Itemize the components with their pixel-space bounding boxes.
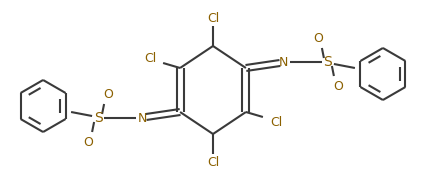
Text: S: S bbox=[94, 111, 102, 125]
Text: Cl: Cl bbox=[207, 12, 219, 24]
Text: O: O bbox=[83, 136, 93, 148]
Text: N: N bbox=[279, 55, 288, 69]
Text: Cl: Cl bbox=[144, 51, 156, 64]
Text: Cl: Cl bbox=[270, 116, 282, 129]
Text: O: O bbox=[313, 31, 323, 44]
Text: Cl: Cl bbox=[207, 156, 219, 168]
Text: N: N bbox=[137, 111, 147, 125]
Text: O: O bbox=[103, 87, 113, 100]
Text: S: S bbox=[324, 55, 332, 69]
Text: O: O bbox=[333, 80, 343, 93]
